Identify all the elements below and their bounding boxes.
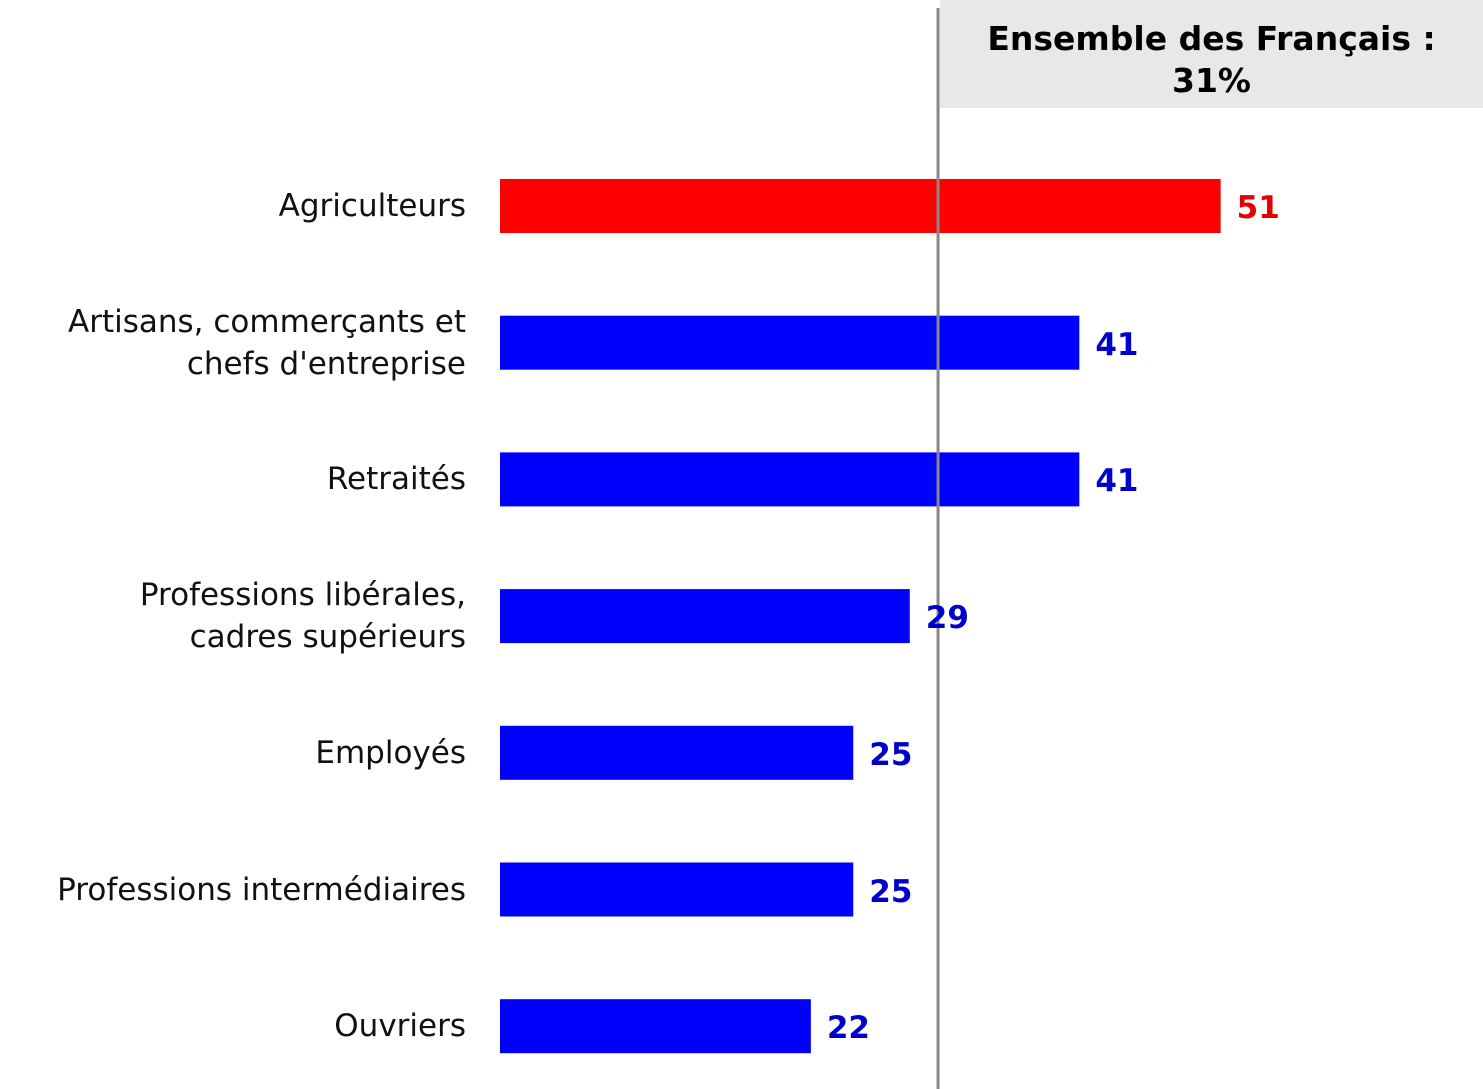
bar bbox=[500, 999, 811, 1054]
category-label: Artisans, commerçants et chefs d'entrepr… bbox=[68, 303, 466, 382]
value-label: 25 bbox=[869, 873, 913, 910]
bar bbox=[500, 315, 1080, 370]
value-label: 41 bbox=[1095, 326, 1139, 363]
category-label: Agriculteurs bbox=[278, 188, 466, 224]
category-label: Professions intermédiaires bbox=[57, 871, 466, 908]
reference-box: Ensemble des Français : 31% bbox=[940, 0, 1483, 108]
value-label: 25 bbox=[869, 736, 913, 773]
category-label: Ouvriers bbox=[334, 1008, 466, 1045]
bar bbox=[500, 862, 854, 917]
value-label: 51 bbox=[1236, 190, 1280, 226]
category-label: Professions libérales, cadres supérieurs bbox=[139, 577, 466, 656]
bar bbox=[500, 589, 910, 644]
bar bbox=[500, 725, 854, 780]
value-label: 41 bbox=[1095, 463, 1139, 500]
bar bbox=[500, 452, 1080, 507]
category-label: Employés bbox=[315, 734, 466, 771]
reference-value-label: 31% bbox=[1172, 61, 1251, 100]
reference-label: Ensemble des Français : bbox=[987, 19, 1436, 58]
value-label: 22 bbox=[826, 1010, 870, 1047]
category-label: Retraités bbox=[326, 461, 466, 498]
value-label: 29 bbox=[925, 600, 969, 637]
bar bbox=[500, 179, 1221, 233]
